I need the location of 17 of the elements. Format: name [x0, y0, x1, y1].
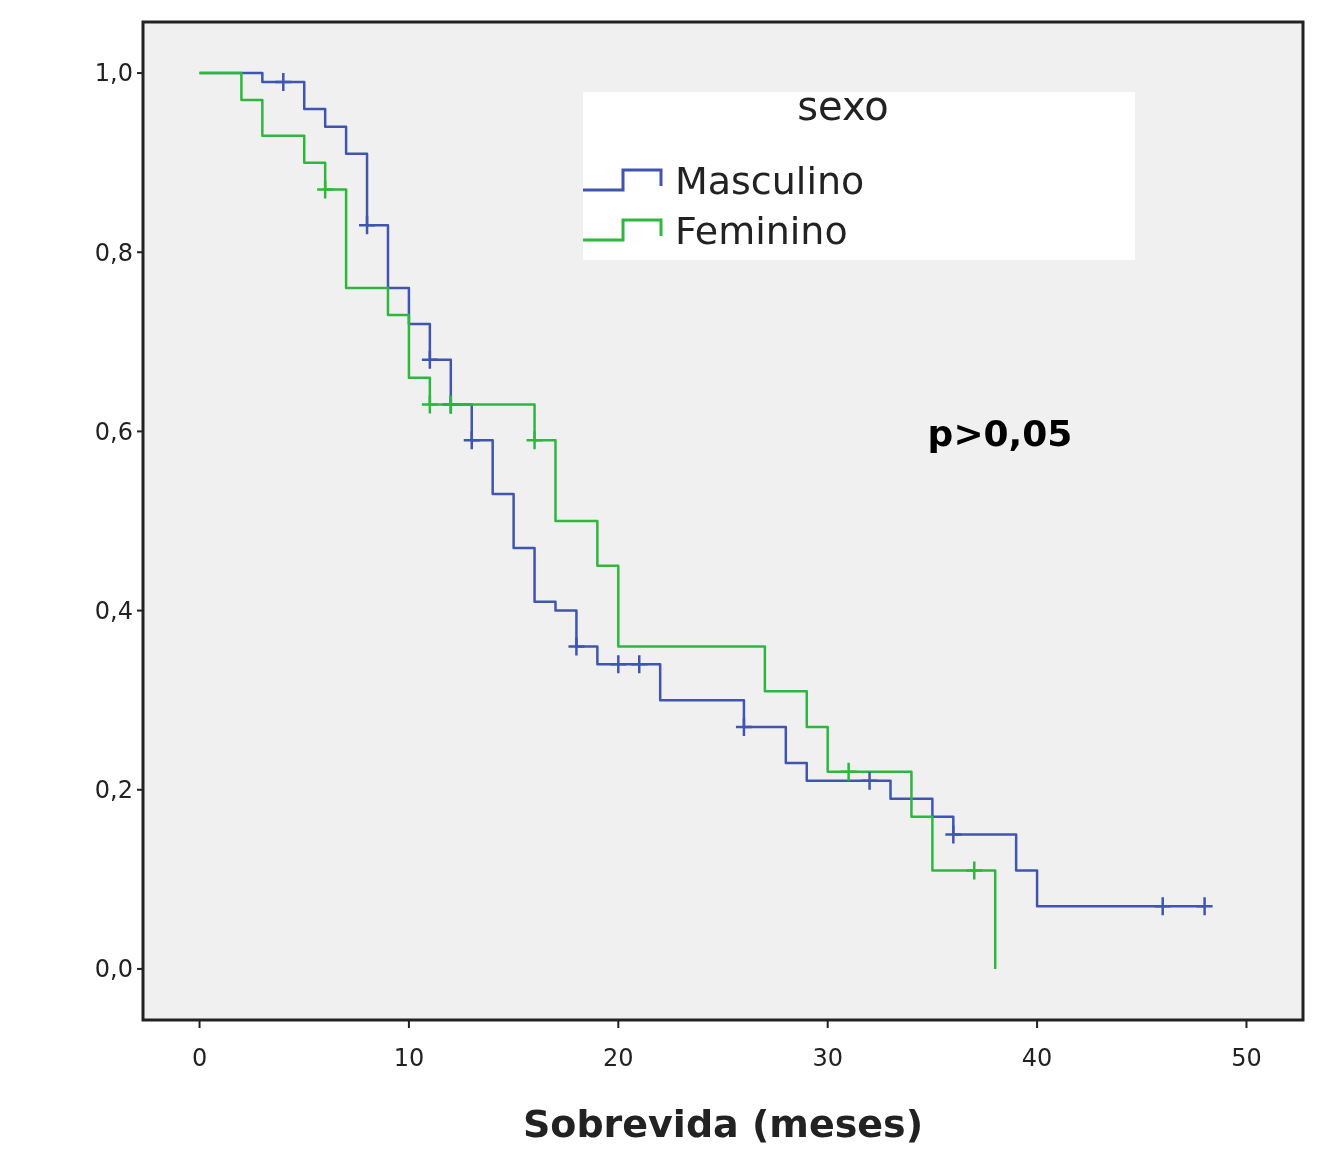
legend-label: Feminino — [675, 208, 848, 253]
legend-label: Masculino — [675, 158, 865, 203]
x-axis-title: Sobrevida (meses) — [522, 1102, 924, 1146]
legend-title: sexo — [797, 83, 889, 129]
y-tick-label: 0,6 — [94, 417, 133, 446]
y-tick-label: 1,0 — [94, 59, 133, 88]
x-tick-label: 50 — [1231, 1044, 1262, 1072]
x-tick-label: 40 — [1021, 1044, 1053, 1072]
y-tick-label: 0,2 — [94, 776, 133, 805]
x-tick-label: 20 — [603, 1044, 634, 1072]
annotation: p>0,05 — [927, 413, 1073, 454]
y-tick-label: 0,8 — [94, 238, 133, 267]
x-tick-label: 10 — [393, 1044, 425, 1072]
x-tick-label: 0 — [191, 1044, 208, 1072]
y-tick-label: 0,4 — [94, 596, 133, 625]
y-tick-label: 0,0 — [94, 955, 133, 984]
x-tick-label: 30 — [812, 1044, 843, 1072]
